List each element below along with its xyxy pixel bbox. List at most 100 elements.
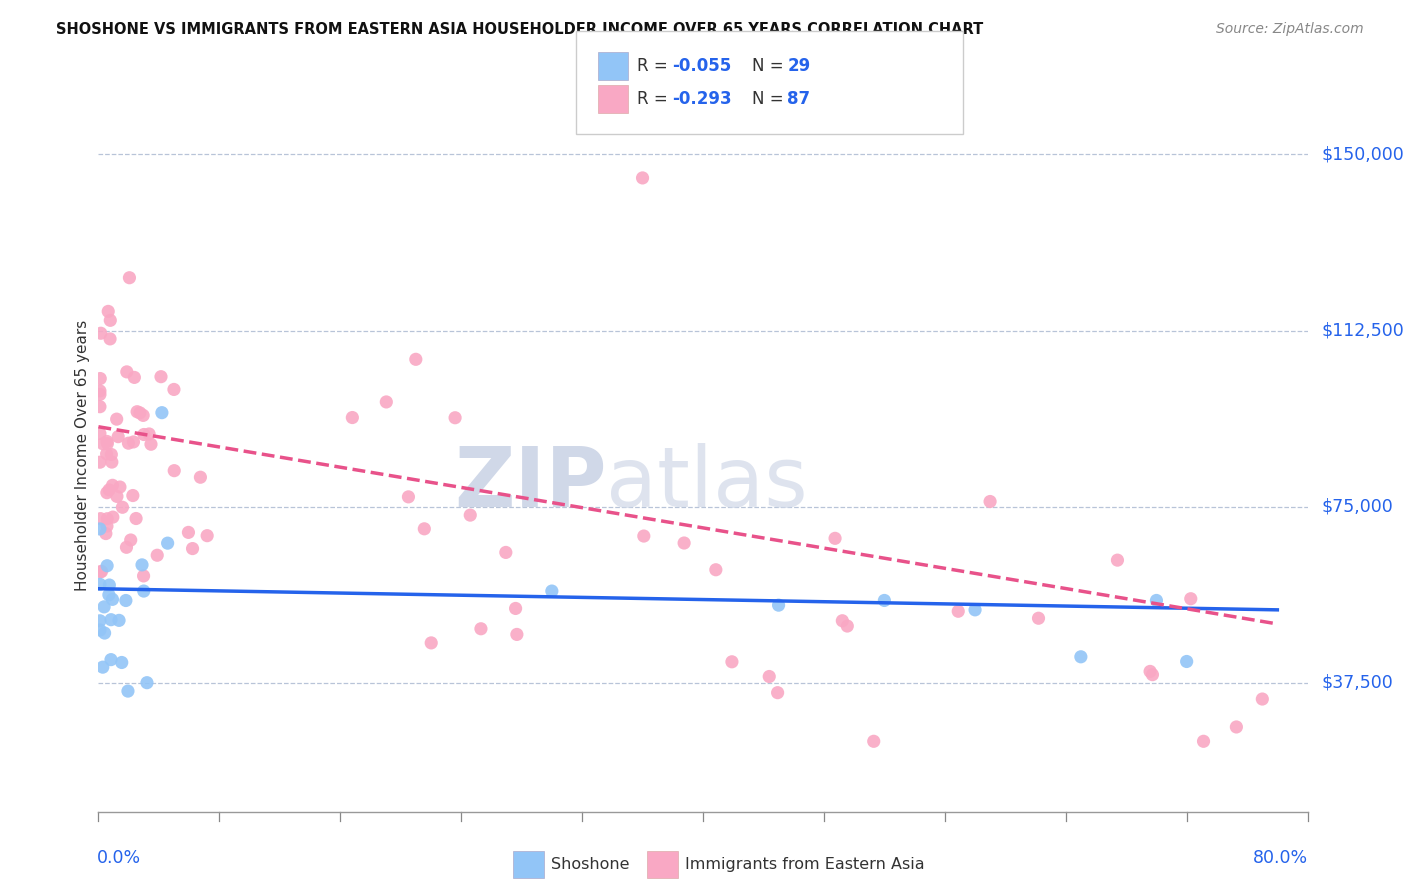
Point: [89, 455, 111, 469]
Point: [837, 619, 859, 633]
Point: [470, 622, 492, 636]
Text: -0.055: -0.055: [672, 57, 731, 75]
Point: [1070, 649, 1092, 664]
Text: R =: R =: [637, 90, 673, 108]
Point: [132, 409, 155, 423]
Point: [150, 369, 173, 384]
Point: [505, 601, 527, 615]
Point: [163, 383, 186, 397]
Point: [90, 565, 112, 579]
Point: [1028, 611, 1050, 625]
Point: [93, 599, 115, 614]
Point: [721, 655, 744, 669]
Point: [768, 598, 790, 612]
Point: [89, 614, 111, 628]
Point: [1144, 593, 1167, 607]
Point: [181, 541, 204, 556]
Text: Source: ZipAtlas.com: Source: ZipAtlas.com: [1216, 22, 1364, 37]
Point: [195, 529, 218, 543]
Point: [100, 613, 122, 627]
Point: [138, 427, 160, 442]
Text: 87: 87: [787, 90, 810, 108]
Point: [375, 395, 398, 409]
Point: [413, 522, 436, 536]
Point: [540, 584, 562, 599]
Point: [89, 577, 111, 591]
Text: 0.0%: 0.0%: [97, 849, 141, 867]
Point: [105, 412, 128, 426]
Text: ZIP: ZIP: [454, 443, 606, 524]
Point: [1142, 667, 1164, 681]
Point: [93, 626, 115, 640]
Point: [150, 406, 173, 420]
Text: $37,500: $37,500: [1322, 673, 1393, 691]
Point: [100, 448, 122, 462]
Point: [633, 529, 655, 543]
Point: [108, 480, 131, 494]
Point: [96, 558, 118, 573]
Point: [89, 384, 111, 398]
Point: [97, 588, 120, 602]
Point: [420, 636, 443, 650]
Point: [1139, 665, 1161, 679]
Point: [111, 500, 134, 515]
Text: N =: N =: [752, 57, 789, 75]
Point: [1175, 655, 1198, 669]
Point: [758, 669, 780, 683]
Point: [136, 675, 159, 690]
Y-axis label: Householder Income Over 65 years: Householder Income Over 65 years: [75, 319, 90, 591]
Point: [704, 563, 727, 577]
Point: [96, 447, 118, 461]
Point: [100, 653, 122, 667]
Point: [89, 426, 111, 441]
Point: [146, 548, 169, 562]
Point: [163, 464, 186, 478]
Point: [115, 593, 138, 607]
Point: [89, 522, 111, 536]
Point: [115, 365, 138, 379]
Point: [89, 623, 111, 637]
Point: [177, 525, 200, 540]
Point: [132, 584, 155, 599]
Point: [190, 470, 212, 484]
Point: [121, 489, 143, 503]
Point: [89, 565, 111, 579]
Text: N =: N =: [752, 90, 789, 108]
Text: -0.293: -0.293: [672, 90, 731, 108]
Text: R =: R =: [637, 57, 673, 75]
Point: [117, 436, 139, 450]
Point: [873, 593, 896, 607]
Point: [89, 371, 111, 385]
Point: [97, 304, 120, 318]
Point: [98, 313, 121, 327]
Point: [89, 387, 111, 401]
Point: [1225, 720, 1247, 734]
Text: $150,000: $150,000: [1322, 145, 1405, 163]
Point: [125, 511, 148, 525]
Point: [1180, 591, 1202, 606]
Point: [132, 427, 155, 442]
Point: [101, 510, 124, 524]
Point: [115, 541, 138, 555]
Point: [631, 170, 654, 185]
Point: [122, 434, 145, 449]
Point: [444, 410, 467, 425]
Point: [124, 370, 146, 384]
Point: [101, 478, 124, 492]
Point: [96, 519, 118, 533]
Point: [139, 437, 162, 451]
Point: [673, 536, 696, 550]
Point: [965, 603, 987, 617]
Point: [101, 455, 124, 469]
Point: [396, 490, 419, 504]
Point: [506, 627, 529, 641]
Text: $112,500: $112,500: [1322, 321, 1405, 340]
Point: [129, 406, 152, 420]
Point: [342, 410, 364, 425]
Point: [107, 430, 129, 444]
Point: [108, 613, 131, 627]
Point: [90, 511, 112, 525]
Point: [405, 352, 427, 367]
Point: [94, 526, 117, 541]
Text: atlas: atlas: [606, 443, 808, 524]
